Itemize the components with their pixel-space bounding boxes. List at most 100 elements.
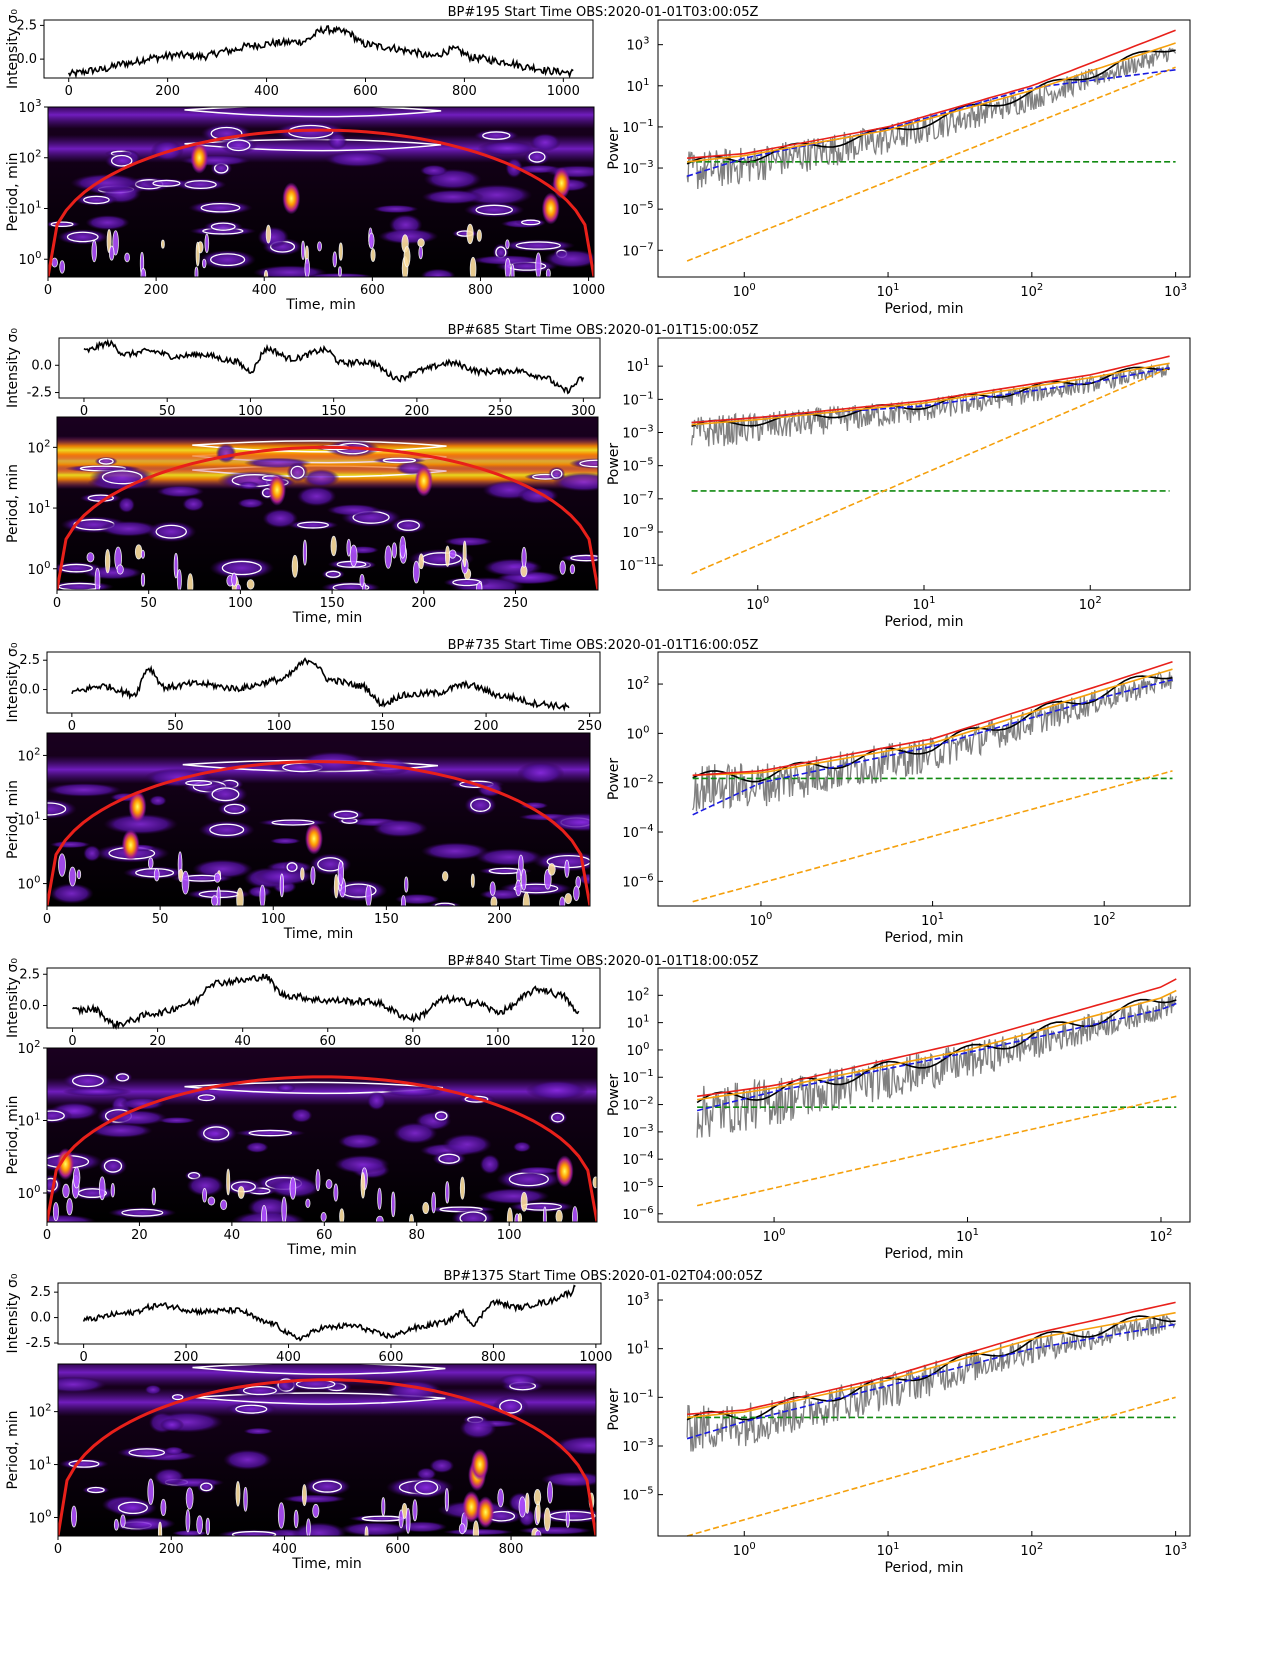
wavelet-xtick-label: 80	[408, 1228, 425, 1243]
wavelet-streak	[400, 894, 406, 906]
spectrum-ylabel: Power	[606, 758, 622, 801]
wavelet-blob	[159, 1418, 185, 1432]
wavelet-streak	[418, 553, 425, 570]
wavelet-blob	[407, 1476, 446, 1499]
wavelet-blob	[275, 1083, 296, 1093]
wavelet-contour	[184, 1081, 444, 1095]
wavelet-contour	[68, 1460, 100, 1468]
wavelet-contour	[414, 1480, 439, 1495]
wavelet-streak	[289, 1176, 297, 1200]
intensity-xtick-label: 0	[79, 1350, 87, 1365]
wavelet-blob	[479, 1154, 501, 1175]
wavelet-contour	[551, 1112, 565, 1123]
wavelet-streak	[569, 564, 576, 575]
wavelet-streak	[333, 1183, 339, 1202]
wavelet-blob	[108, 1207, 177, 1219]
wavelet-blob	[75, 193, 118, 206]
wavelet-streak	[333, 874, 339, 899]
wavelet-streak	[124, 252, 130, 263]
wavelet-blob	[62, 1087, 132, 1097]
wavelet-blob	[372, 204, 419, 214]
wavelet-hotspot	[476, 1496, 495, 1529]
wavelet-streak	[110, 1183, 115, 1198]
wavelet-streak	[444, 545, 451, 567]
wavelet-streak	[279, 873, 284, 898]
intensity-panel: 0 50 100 150 200 250 300 -2.5 0.0 Intensity σ₀	[5, 328, 601, 419]
wavelet-ytick-label: 100	[18, 875, 41, 893]
intensity-frame	[46, 967, 601, 1029]
wavelet-streak	[235, 583, 242, 590]
wavelet-streak	[458, 1523, 466, 1535]
wavelet-streak	[542, 1206, 547, 1222]
spectrum-panel: 100 101 102 103 10−7 10−5 10−3 10−1 101 103 Period…	[606, 19, 1191, 317]
intensity-ytick-label: 0.0	[19, 999, 40, 1014]
wavelet-ylabel: Period, min	[5, 1411, 21, 1490]
wavelet-blob	[451, 1207, 495, 1222]
wavelet-contour	[290, 465, 305, 479]
wavelet-blob	[421, 189, 485, 205]
wavelet-ytick-label: 102	[19, 149, 42, 167]
wavelet-contour	[86, 1486, 105, 1494]
wavelet-xtick-label: 600	[385, 1542, 410, 1557]
wavelet-blob	[286, 462, 309, 483]
chart-title: BP#685 Start Time OBS:2020-01-01T15:00:0…	[448, 323, 759, 338]
wavelet-streak	[533, 1489, 542, 1506]
wavelet-streak	[535, 252, 542, 277]
wavelet-streak	[404, 876, 409, 893]
spectrum-ytick-label: 10−7	[622, 241, 653, 259]
intensity-series	[71, 657, 570, 712]
wavelet-contour	[184, 107, 442, 118]
orange-series	[692, 668, 1173, 777]
intensity-xtick-label: 120	[571, 1034, 596, 1049]
wavelet-streak	[263, 270, 269, 277]
wavelet-streak	[301, 240, 306, 261]
wavelet-ytick-label: 101	[18, 811, 41, 829]
wavelet-panel: 0 20 40 60 80 100 100 101 102 Time, min Period, mi…	[5, 1039, 598, 1258]
wavelet-contour	[110, 154, 133, 167]
wavelet-streak	[140, 267, 147, 277]
spectrum-ytick-label: 103	[627, 36, 650, 54]
wavelet-streak	[312, 1503, 320, 1518]
wavelet-ytick-label: 100	[19, 250, 42, 268]
wavelet-contour	[83, 195, 110, 205]
wavelet-streak	[196, 1515, 203, 1535]
wavelet-streak	[330, 535, 337, 557]
wavelet-blob	[186, 1174, 224, 1197]
wavelet-xlabel: Time, min	[283, 926, 354, 942]
wavelet-blob	[47, 1214, 97, 1222]
intensity-xtick-label: 400	[276, 1350, 301, 1365]
wavelet-ytick-label: 100	[29, 1508, 52, 1526]
wavelet-streak	[116, 564, 124, 575]
wavelet-contour	[515, 241, 561, 250]
wavelet-streak	[399, 535, 407, 559]
wavelet-blob	[390, 517, 427, 534]
intensity-xtick-label: 300	[571, 404, 596, 419]
wavelet-streak	[339, 1208, 345, 1222]
smoothed-series	[696, 998, 1177, 1104]
wavelet-contour	[464, 1095, 489, 1103]
wavelet-blob	[309, 853, 352, 876]
wavelet-blob	[516, 762, 565, 784]
wavelet-hotspot	[190, 141, 209, 174]
wavelet-xtick-label: 0	[44, 283, 52, 298]
wavelet-contour	[231, 1530, 277, 1536]
wavelet-blob	[218, 1529, 290, 1536]
spectrum-ytick-label: 100	[627, 1041, 650, 1059]
blue-dashed-series	[686, 69, 1176, 177]
wavelet-blob	[463, 202, 525, 218]
wavelet-xtick-label: 100	[228, 596, 253, 611]
spectrum-xtick-label: 100	[750, 911, 773, 929]
blue-dashed-series	[692, 678, 1173, 816]
wavelet-blob	[540, 1471, 596, 1488]
spectrum-panel: 100 101 102 103 10−5 10−3 10−1 101 103 Period, mi…	[606, 1282, 1191, 1576]
wavelet-streak	[360, 1172, 366, 1199]
wavelet-contour	[50, 221, 74, 228]
wavelet-streak	[243, 1486, 248, 1512]
wavelet-ytick-label: 101	[19, 199, 42, 217]
wavelet-blob	[120, 1097, 165, 1110]
wavelet-image	[47, 1048, 597, 1222]
wavelet-streak	[445, 1181, 450, 1204]
wavelet-contour	[101, 470, 143, 485]
red-series	[687, 1301, 1176, 1416]
